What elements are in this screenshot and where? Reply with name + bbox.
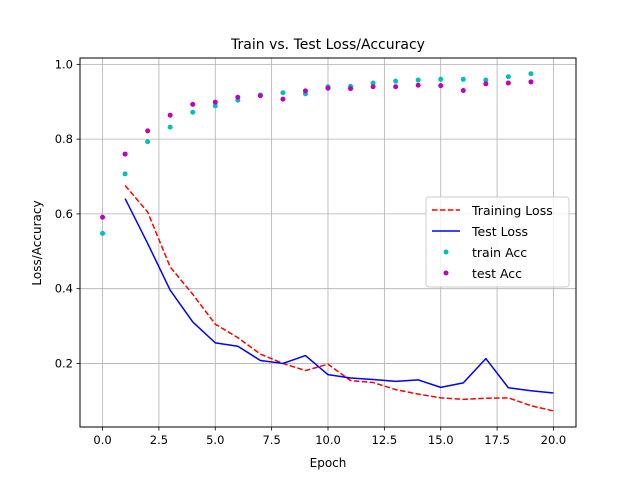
data-point-test-acc (122, 151, 128, 157)
data-point-test-acc (235, 94, 241, 100)
legend-frame (425, 196, 570, 288)
data-point-train-acc (505, 74, 511, 80)
x-tick-label: 15.0 (428, 433, 454, 447)
legend-swatch-test-acc (443, 270, 449, 276)
legend-label-test-acc: test Acc (472, 266, 522, 281)
data-point-test-acc (438, 83, 444, 89)
x-tick-label: 5.0 (206, 433, 224, 447)
data-point-test-acc (280, 96, 286, 102)
series-line-test-loss (124, 198, 554, 394)
data-point-test-acc (460, 88, 466, 94)
data-point-test-acc (212, 99, 218, 105)
x-tick-label: 2.5 (150, 433, 168, 447)
ticks: 0.0 2.5 5.0 7.5 10.0 12.5 15.0 17.5 20.0 0.2 0.4 0.… (55, 57, 567, 447)
x-tick-label: 20.0 (541, 433, 567, 447)
data-point-test-acc (483, 81, 489, 87)
chart-title: Train vs. Test Loss/Accuracy (230, 37, 425, 53)
data-point-test-acc (348, 86, 354, 92)
x-axis-label: Epoch (310, 456, 347, 470)
legend-swatch-train-acc (443, 249, 449, 255)
data-point-test-acc (370, 84, 376, 90)
y-tick-label: 0.2 (55, 356, 73, 370)
legend-label-training-loss: Training Loss (471, 203, 553, 218)
data-point-train-acc (370, 80, 376, 86)
data-point-test-acc (415, 82, 421, 88)
y-axis-label: Loss/Accuracy (30, 200, 44, 285)
y-tick-label: 0.4 (55, 282, 73, 296)
data-point-train-acc (145, 139, 151, 145)
legend: Training Loss Test Loss train Acc test A… (425, 196, 570, 288)
data-point-train-acc (212, 103, 218, 109)
legend-label-test-loss: Test Loss (471, 224, 528, 239)
series-line-training-loss (124, 185, 554, 412)
data-point-train-acc (438, 76, 444, 82)
legend-label-train-acc: train Acc (472, 245, 527, 260)
data-point-train-acc (460, 76, 466, 82)
data-point-test-acc (167, 112, 173, 118)
data-point-train-acc (167, 124, 173, 130)
data-point-test-acc (302, 88, 308, 94)
data-point-test-acc (100, 214, 106, 220)
data-point-test-acc (325, 85, 331, 91)
data-point-train-acc (280, 90, 286, 96)
data-point-train-acc (122, 171, 128, 177)
data-point-test-acc (190, 101, 196, 107)
x-tick-label: 0.0 (93, 433, 111, 447)
series-layer (100, 71, 554, 412)
y-tick-label: 1.0 (55, 57, 73, 71)
data-point-train-acc (190, 109, 196, 115)
x-tick-label: 10.0 (315, 433, 341, 447)
x-tick-label: 17.5 (484, 433, 510, 447)
data-point-test-acc (505, 80, 511, 86)
y-tick-label: 0.8 (55, 132, 73, 146)
data-point-train-acc (100, 230, 106, 236)
data-point-train-acc (393, 78, 399, 84)
x-tick-label: 7.5 (262, 433, 280, 447)
x-tick-label: 12.5 (372, 433, 398, 447)
data-point-train-acc (483, 77, 489, 83)
y-tick-label: 0.6 (55, 207, 73, 221)
data-point-test-acc (528, 79, 534, 85)
data-point-train-acc (528, 71, 534, 77)
data-point-test-acc (257, 93, 263, 99)
data-point-test-acc (393, 84, 399, 90)
data-point-train-acc (415, 77, 421, 83)
data-point-test-acc (145, 128, 151, 134)
